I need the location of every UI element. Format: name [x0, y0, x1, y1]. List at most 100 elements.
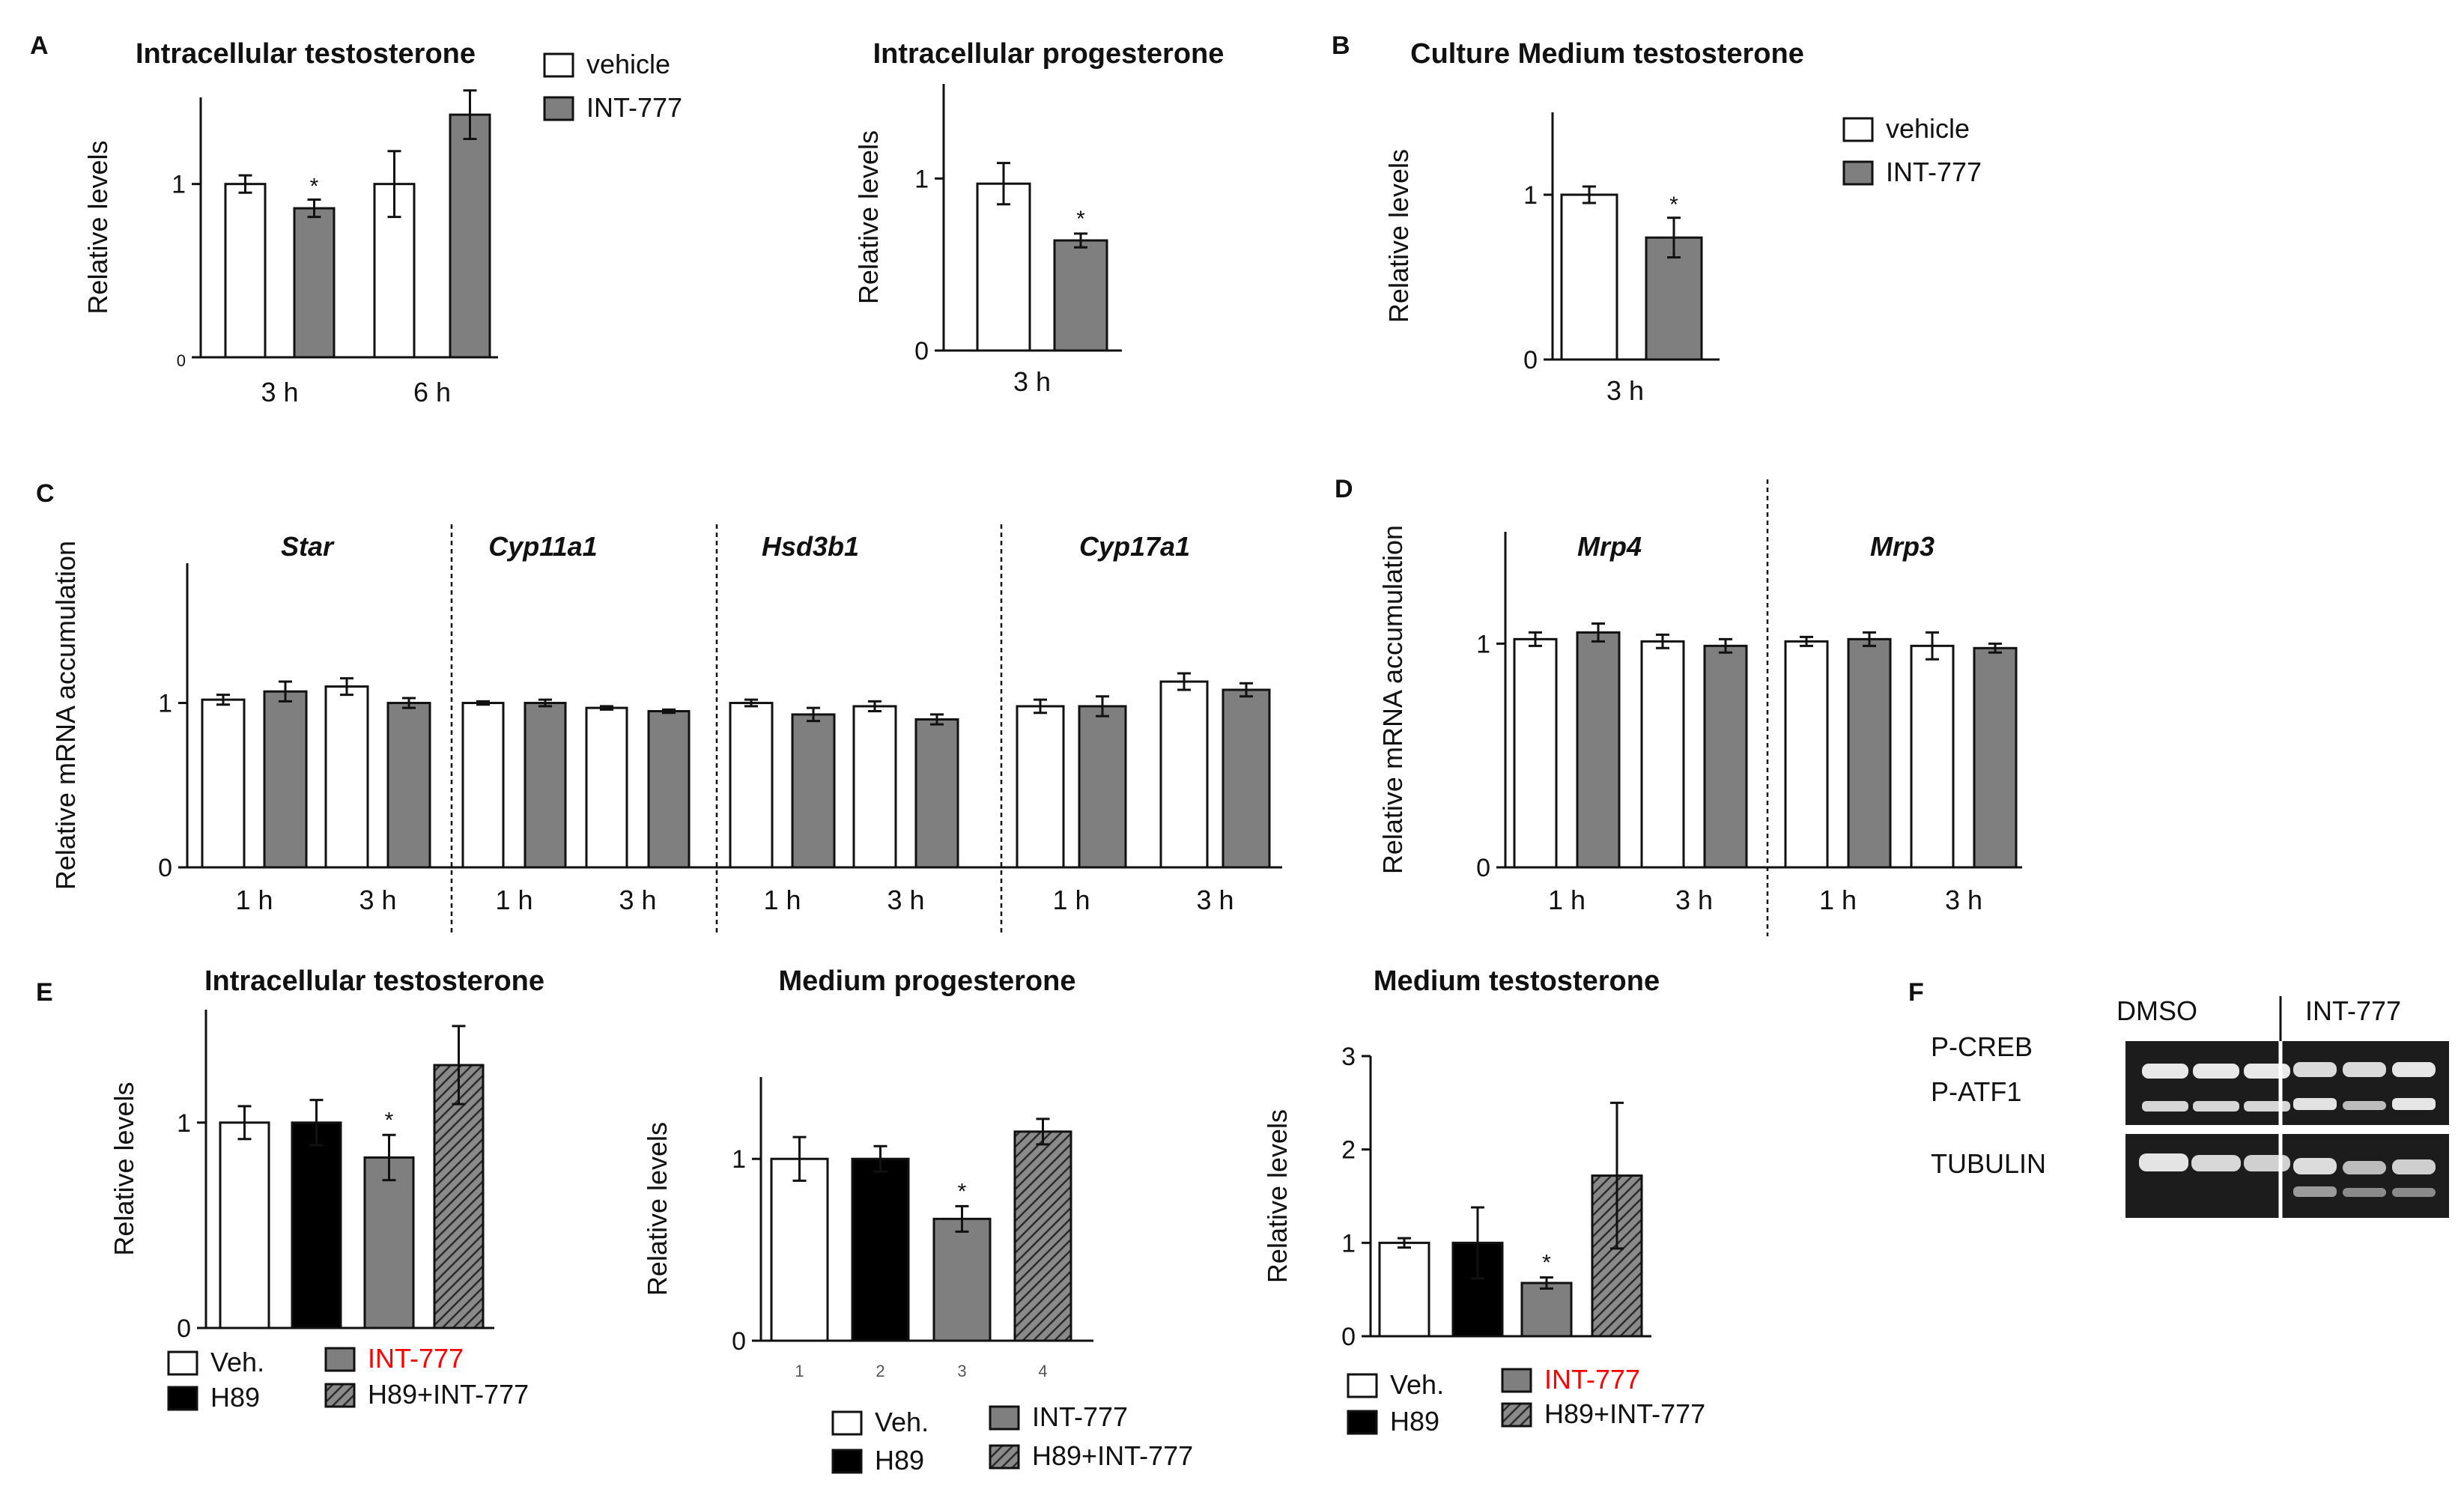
x-group-label: 3 h [261, 377, 298, 407]
chart-e-intracellular-testosterone: Intracellular testosterone 0 1 Relative lev… [109, 965, 544, 1413]
bar [1973, 646, 2018, 869]
legend-label: H89+INT-777 [368, 1379, 529, 1410]
blot-band [2343, 1062, 2386, 1077]
legend-swatch [324, 1347, 356, 1372]
bar [363, 1156, 415, 1329]
bar [263, 690, 308, 869]
gene-label: Mrp3 [1870, 531, 1935, 562]
gene-label: Cyp11a1 [488, 531, 597, 562]
y-axis-label: Relative levels [1383, 149, 1414, 323]
legend-label: INT-777 [1032, 1401, 1128, 1432]
bar [524, 702, 567, 869]
legend-swatch [167, 1350, 198, 1376]
bar [224, 183, 267, 359]
x-group-label: 3 h [1013, 366, 1051, 397]
legend-label: INT-777 [1544, 1364, 1640, 1395]
blot-lower-strip [2125, 1134, 2449, 1218]
chart-a-intracellular-testosterone: Intracellular testosterone 0 1 Relative lev… [82, 38, 682, 407]
x-group-label: 3 h [887, 885, 924, 915]
blot-band [2293, 1158, 2337, 1174]
bar [1159, 680, 1209, 869]
chart-title: Medium testosterone [1374, 965, 1660, 997]
blot-band [2142, 1064, 2188, 1079]
bar [1645, 236, 1703, 361]
bar [851, 1157, 910, 1342]
blot-row-patf1: P-ATF1 [1931, 1076, 2021, 1107]
bar [1378, 1241, 1430, 1338]
bar [1520, 1282, 1573, 1338]
legend-label: Veh. [1390, 1369, 1444, 1400]
x-group-label: 3 h [1675, 885, 1713, 915]
blot-band [2343, 1101, 2386, 1110]
y-tick-label: 1 [914, 165, 929, 193]
significance-marker: * [958, 1179, 967, 1204]
legend-label: INT-777 [368, 1343, 464, 1374]
bar [770, 1157, 829, 1342]
legend-swatch [989, 1405, 1020, 1431]
y-tick-label: 1 [1341, 1229, 1356, 1258]
bar [1053, 239, 1108, 352]
legend-swatch [1347, 1373, 1378, 1398]
blot-bands [2139, 1062, 2436, 1197]
significance-marker: * [310, 174, 319, 198]
chart-c-steroidogenic-genes: 0 1 Relative mRNA accumulation Star 1 h 3 h Cy… [50, 524, 1282, 936]
blot-upper-strip [2125, 1041, 2449, 1125]
blot-panel-f: DMSO INT-777 P-CREB P-ATF1 TUBULIN [1931, 995, 2449, 1228]
significance-marker: * [1669, 192, 1678, 217]
legend-label: INT-777 [586, 92, 682, 123]
y-tick-label: 0 [177, 351, 186, 370]
legend-label: H89+INT-777 [1544, 1398, 1705, 1429]
blot-band [2343, 1161, 2386, 1174]
blot-band [2392, 1159, 2436, 1174]
legend-swatch [324, 1383, 356, 1408]
bar [1910, 644, 1955, 869]
bar [433, 1064, 485, 1329]
x-group-label: 3 h [359, 885, 396, 915]
bar [1078, 705, 1127, 869]
chart-e-medium-progesterone: Medium progesterone 0 1 Relative levels 1 2 * 3… [642, 965, 1193, 1476]
y-tick-label: 0 [732, 1327, 746, 1356]
panel-label-e: E [36, 978, 53, 1007]
bar [852, 705, 897, 869]
significance-marker: * [1542, 1250, 1551, 1275]
x-group-label: 3 h [1196, 885, 1233, 915]
significance-marker: * [385, 1108, 394, 1132]
y-tick-label: 3 [1341, 1043, 1356, 1071]
y-tick-label: 2 [1341, 1136, 1356, 1165]
bar [1222, 688, 1271, 869]
legend-swatch [167, 1386, 198, 1411]
x-tick-label: 1 [795, 1362, 804, 1380]
bar [647, 710, 691, 869]
blot-band [2293, 1186, 2337, 1197]
y-tick-label: 0 [158, 854, 172, 882]
y-tick-label: 1 [177, 1109, 191, 1138]
y-axis-label: Relative levels [642, 1122, 673, 1296]
y-tick-label: 1 [732, 1145, 746, 1174]
panel-label-b: B [1332, 31, 1350, 60]
chart-title: Intracellular progesterone [873, 38, 1225, 70]
blot-band [2293, 1062, 2337, 1077]
y-tick-label: 1 [172, 171, 186, 199]
legend-swatch [1842, 117, 1874, 142]
bar [976, 182, 1031, 352]
blot-band [2392, 1062, 2436, 1077]
chart-b-culture-medium-testosterone: Culture Medium testosterone 0 1 Relative le… [1383, 38, 1982, 406]
bar [1513, 637, 1558, 869]
bar [1640, 640, 1685, 869]
y-tick-label: 0 [177, 1314, 191, 1343]
blot-band [2244, 1155, 2290, 1171]
y-axis-label: Relative levels [1262, 1109, 1293, 1283]
gene-label: Cyp17a1 [1079, 531, 1190, 562]
legend-label: H89+INT-777 [1032, 1440, 1193, 1471]
bar [1784, 640, 1829, 869]
blot-band [2343, 1188, 2386, 1197]
blot-header-int777: INT-777 [2305, 995, 2401, 1026]
y-tick-label: 1 [1523, 181, 1538, 210]
x-tick-label: 2 [876, 1362, 884, 1380]
legend-swatch [1842, 160, 1874, 186]
y-tick-label: 1 [158, 690, 172, 718]
chart-a-intracellular-progesterone: Intracellular progesterone 0 1 Relative lev… [853, 38, 1224, 397]
legend-label: H89 [1390, 1406, 1439, 1437]
x-group-label: 1 h [1819, 885, 1857, 915]
